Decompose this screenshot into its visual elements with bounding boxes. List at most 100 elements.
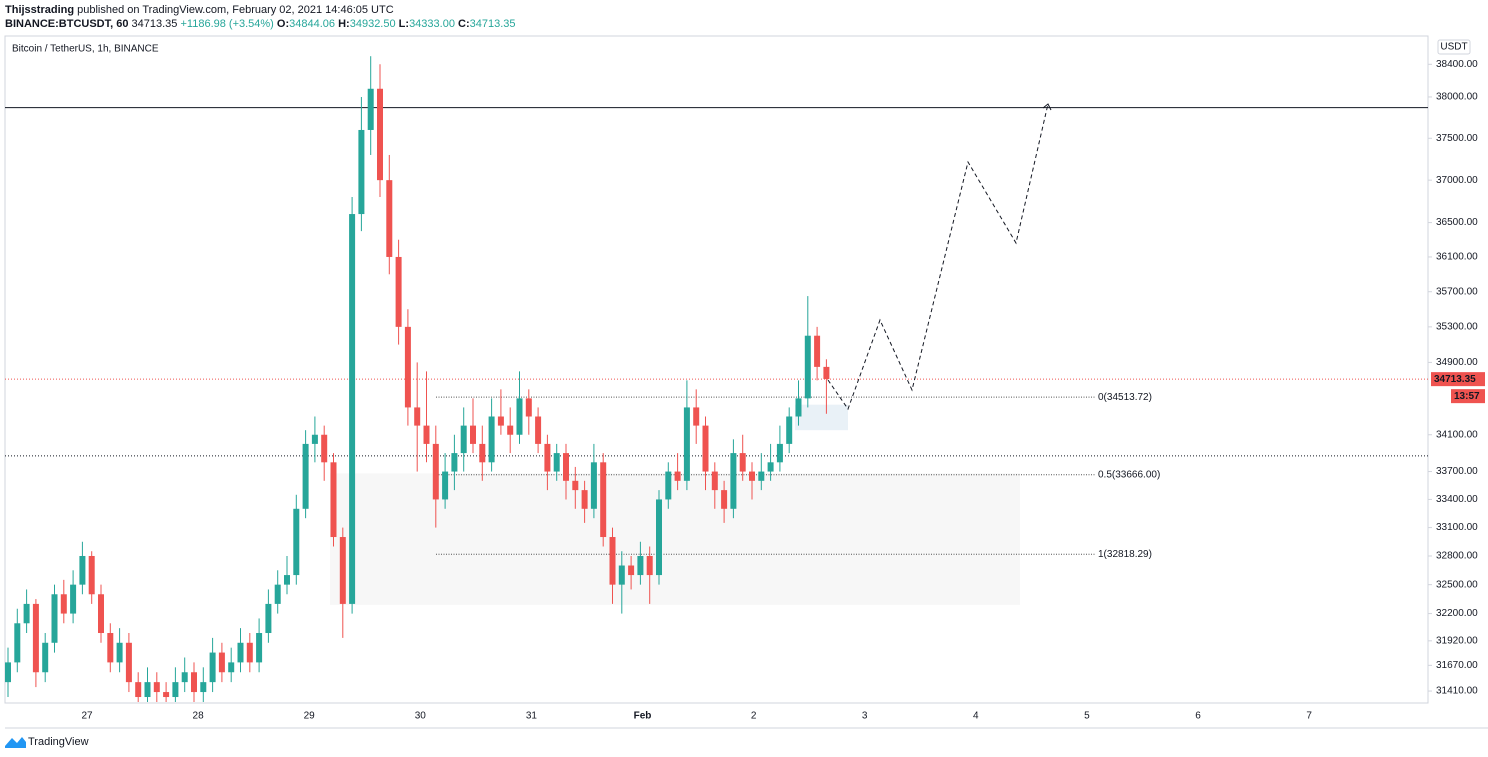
candle-body [600,462,607,538]
countdown-badge [1451,389,1485,404]
header: Thijsstrading published on TradingView.c… [5,3,516,31]
candle-body [153,682,160,693]
candle-body [23,603,30,624]
candle-body [414,407,421,426]
high-value: 34932.50 [349,18,396,30]
y-tick-label: 31410.00 [1436,686,1478,697]
y-tick-label: 32500.00 [1436,579,1478,590]
y-tick-label: 37500.00 [1436,133,1478,144]
fib-label: 0(34513.72) [1098,392,1152,403]
candle-body [386,180,393,257]
candle-body [98,594,104,634]
high: H: [338,18,350,30]
y-tick-label: 34900.00 [1436,357,1478,368]
candle-body [442,471,449,500]
candle-body [125,642,132,683]
open: O: [276,18,290,30]
brand: TradingView [5,736,89,748]
candle-body [218,652,225,673]
candle-body [488,416,495,463]
x-tick-label: 29 [304,711,316,722]
candle-body [423,425,430,444]
last-price-label: 34713.35 [1434,374,1476,385]
close-value: 34713.35 [469,18,516,30]
candle-body [367,88,374,130]
x-tick-label: 4 [973,711,979,722]
candle-body [674,471,681,481]
candle-body [284,575,290,585]
countdown: 13:57 [1454,391,1480,402]
candle-body [702,425,709,472]
brand-name: TradingView [28,736,89,748]
candle-body [730,453,737,509]
x-tick-label: 6 [1195,711,1201,722]
candle-body [758,471,765,481]
y-tick-label: 33700.00 [1436,466,1478,477]
candle-body [377,88,383,181]
candle-body [191,672,197,693]
fib-label: 0.5(33666.00) [1098,469,1160,480]
candle-body [14,623,21,663]
candle-body [479,443,486,463]
candle-body [135,682,142,698]
candle-body [767,462,774,472]
candle-body [172,682,179,698]
candle-body [256,633,263,663]
y-tick-label: 32200.00 [1436,608,1478,619]
candle-body [51,594,58,643]
candle-body [265,603,272,634]
candle-body [618,565,625,585]
candle-body [516,398,523,435]
y-tick-label: 36100.00 [1436,252,1478,263]
candle-body [237,642,244,663]
y-tick-label: 32800.00 [1436,551,1478,562]
candle-body [776,443,783,463]
currency-box [1437,39,1471,55]
x-tick-label: 31 [526,711,538,722]
symbol: BINANCE:BTCUSDT, 60 [5,18,129,30]
candle-body [563,453,569,481]
candle-body [358,129,365,215]
candle-body [404,326,411,408]
candle-body [628,565,635,576]
candle-body [88,555,95,595]
candle-body [460,425,467,454]
candle-body [246,642,253,663]
x-tick-label: 28 [193,711,205,722]
brand-logo [5,737,26,748]
candle-body [302,443,309,509]
candle-body [646,555,653,576]
candle-body [609,537,616,585]
candle-body [535,416,542,444]
candle-body [525,398,532,417]
last-price-badge [1431,372,1485,387]
candle-body [572,480,579,491]
y-tick-label: 35700.00 [1436,286,1478,297]
x-tick-label: 5 [1084,711,1090,722]
candle-body [823,366,830,379]
candle-body [32,603,39,673]
x-tick-label: 3 [862,711,868,722]
projection-arrow [1042,103,1052,111]
candle-body [70,584,77,614]
candle-body [721,490,728,509]
y-tick-label: 38400.00 [1436,59,1478,70]
x-tick-label: 27 [81,711,93,722]
candle-body [470,425,476,444]
publish-line: Thijsstrading published on TradingView.c… [5,3,516,17]
candle-body [497,416,504,426]
y-tick-label: 31670.00 [1436,660,1478,671]
candle-body [656,499,662,576]
y-tick-label: 36500.00 [1436,217,1478,228]
y-tick-label: 38000.00 [1436,92,1478,103]
candle-body [42,642,49,673]
symbol-line: BINANCE:BTCUSDT, 60 34713.35 +1186.98 (+… [5,17,516,31]
candle-body [544,443,551,472]
candle-body [451,453,458,472]
projection-path [827,103,1049,411]
last: 34713.35 [131,18,178,30]
candle-body [321,434,328,463]
candle-body [553,453,560,472]
candle-body [581,490,588,509]
